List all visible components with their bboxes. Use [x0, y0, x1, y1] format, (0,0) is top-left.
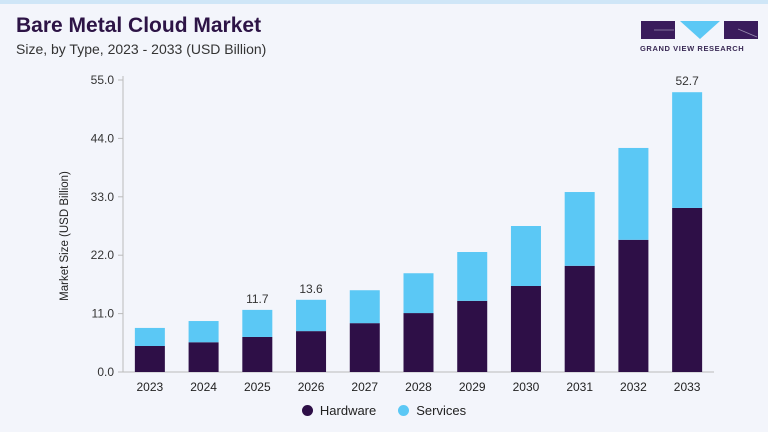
- y-tick-label: 44.0: [91, 131, 115, 145]
- chart-title: Bare Metal Cloud Market: [16, 14, 262, 37]
- x-tick-label: 2032: [620, 380, 647, 394]
- bar-hardware-2029: [457, 300, 488, 372]
- x-tick-label: 2023: [137, 380, 164, 394]
- bar-services-2027: [349, 290, 380, 324]
- grand-view-research-logo: [641, 21, 758, 39]
- y-tick-label: 11.0: [92, 307, 115, 321]
- legend-label: Hardware: [319, 403, 377, 418]
- x-tick-label: 2026: [298, 380, 325, 394]
- legend-label: Services: [416, 403, 467, 418]
- x-tick-label: 2033: [674, 380, 701, 394]
- bar-services-2023: [134, 327, 165, 346]
- bar-hardware-2024: [188, 342, 219, 372]
- bar-hardware-2033: [672, 207, 703, 372]
- y-tick-label: 22.0: [91, 248, 115, 262]
- bar-services-2031: [564, 192, 595, 266]
- data-label-2026: 13.6: [299, 282, 323, 296]
- data-label-2025: 11.7: [246, 292, 269, 306]
- legend-swatch: [398, 405, 410, 416]
- bar-services-2033: [672, 92, 703, 208]
- data-label-2033: 52.7: [675, 74, 699, 88]
- x-tick-label: 2031: [566, 380, 593, 394]
- bar-services-2032: [618, 147, 649, 240]
- y-axis-title: Market Size (USD Billion): [59, 171, 71, 301]
- bar-services-2030: [510, 226, 541, 286]
- x-tick-label: 2025: [244, 380, 271, 394]
- logo-text: GRAND VIEW RESEARCH: [640, 44, 745, 53]
- legend-swatch: [301, 405, 313, 416]
- x-tick-label: 2024: [190, 380, 217, 394]
- top-accent-bar: [0, 0, 768, 4]
- bar-hardware-2028: [403, 313, 434, 372]
- bar-services-2028: [403, 273, 434, 314]
- bar-hardware-2023: [134, 345, 165, 372]
- x-tick-label: 2030: [513, 380, 540, 394]
- bar-hardware-2032: [618, 239, 649, 372]
- y-tick-label: 0.0: [97, 365, 114, 379]
- legend: Hardware Services: [0, 403, 768, 418]
- legend-item-hardware: Hardware: [301, 403, 377, 418]
- bar-services-2026: [296, 299, 327, 332]
- bar-services-2025: [242, 309, 273, 337]
- bar-services-2024: [188, 321, 219, 343]
- bar-hardware-2026: [296, 331, 327, 372]
- legend-item-services: Services: [398, 403, 466, 418]
- x-tick-label: 2027: [351, 380, 378, 394]
- bar-hardware-2031: [564, 265, 595, 372]
- y-tick-label: 55.0: [91, 73, 115, 87]
- y-tick-label: 33.0: [91, 190, 115, 204]
- bar-services-2029: [457, 252, 488, 301]
- bar-hardware-2025: [242, 336, 273, 372]
- x-tick-label: 2029: [459, 380, 486, 394]
- chart-subtitle: Size, by Type, 2023 - 2033 (USD Billion): [16, 41, 267, 57]
- bar-hardware-2030: [510, 285, 541, 372]
- bar-hardware-2027: [349, 323, 380, 372]
- x-tick-label: 2028: [405, 380, 432, 394]
